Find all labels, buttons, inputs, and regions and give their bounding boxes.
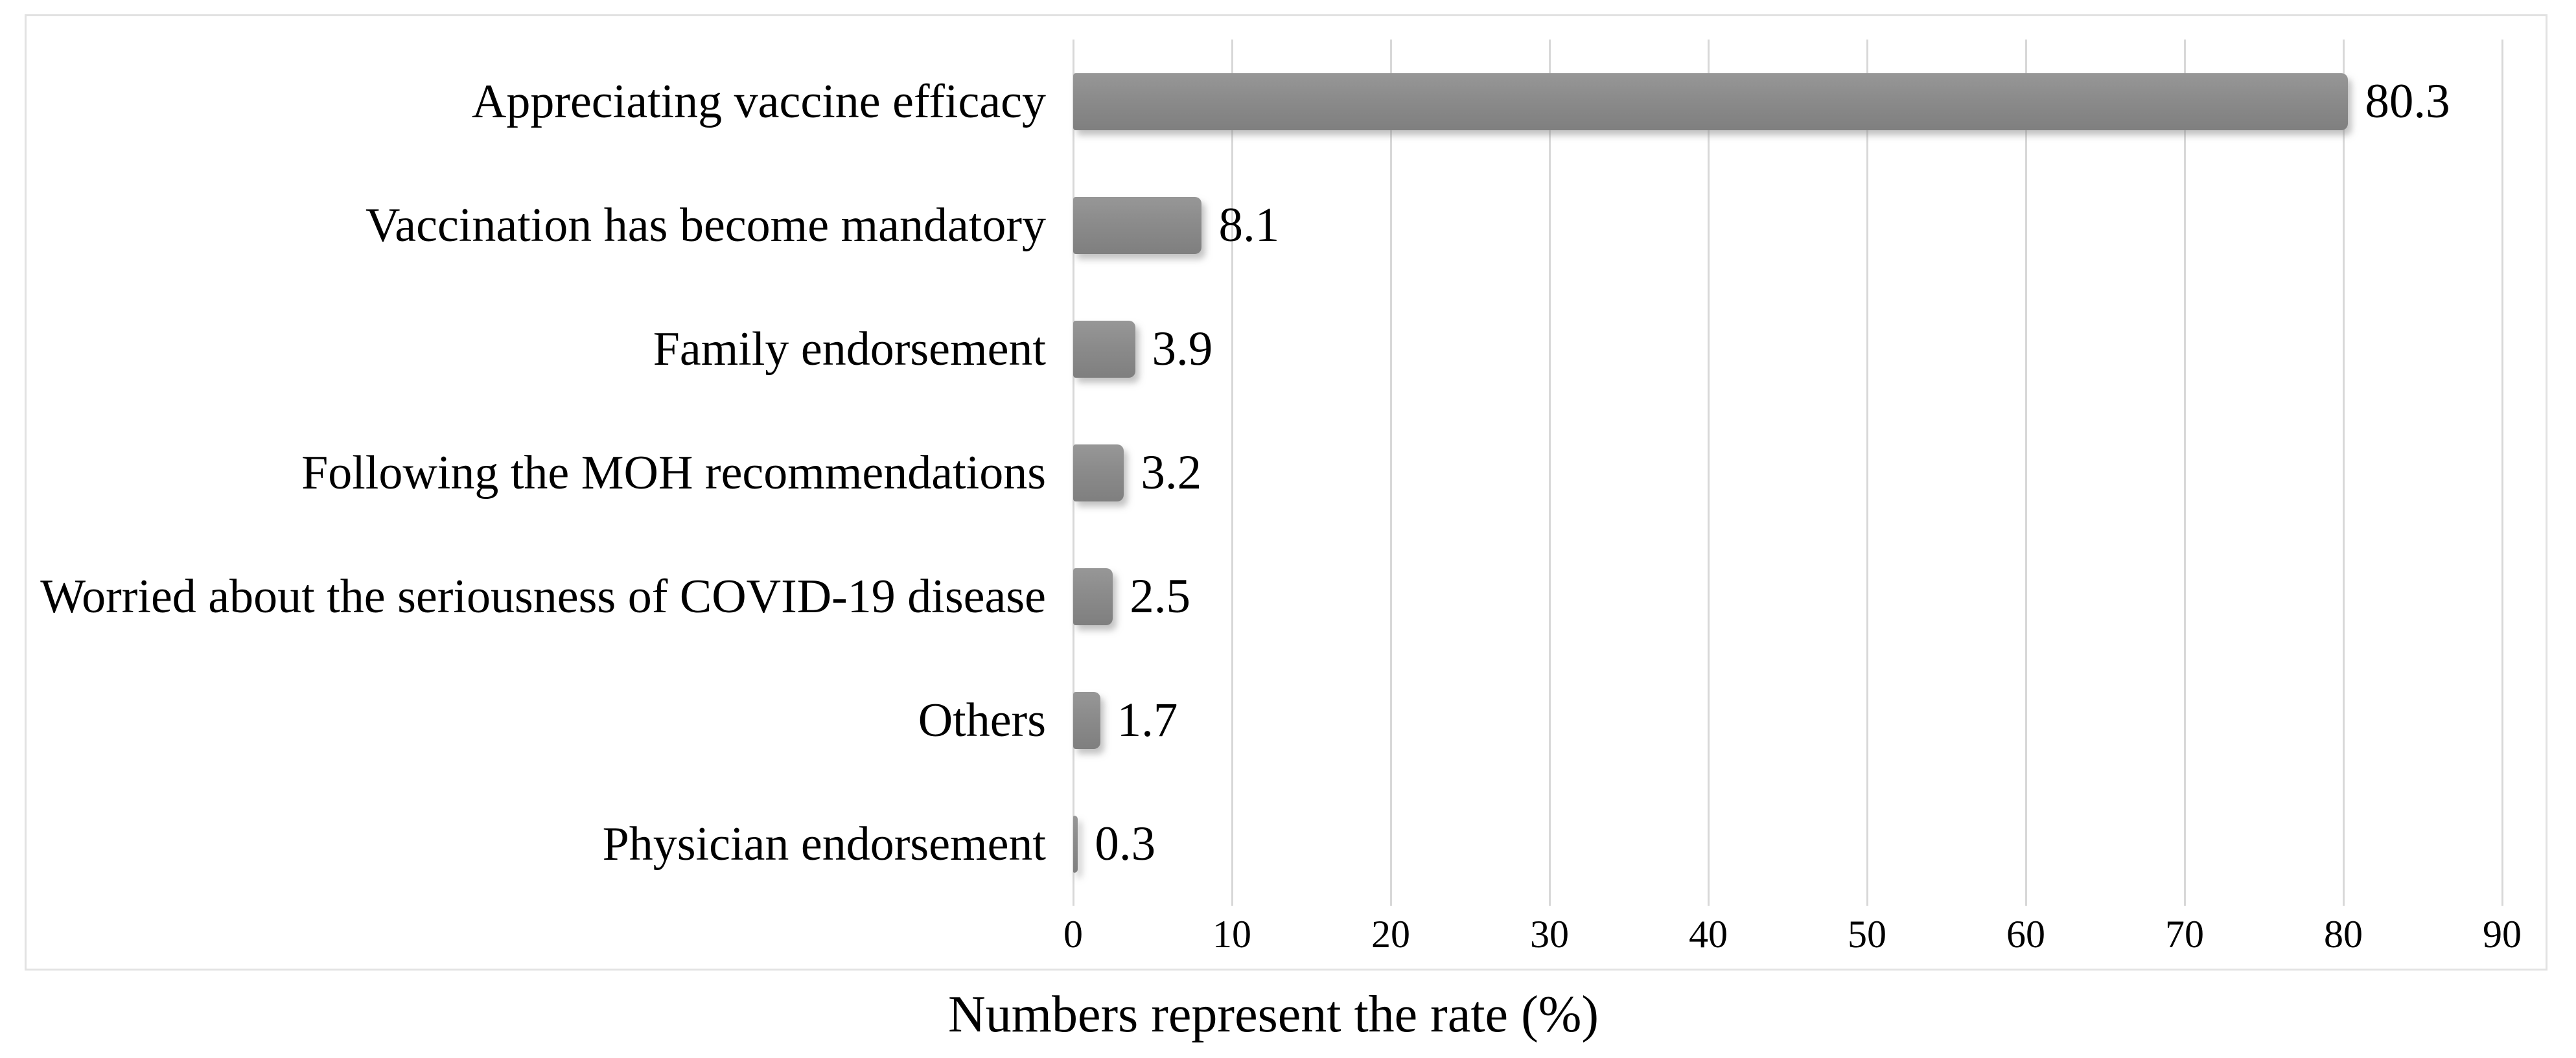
gridline bbox=[2343, 40, 2345, 906]
bar bbox=[1073, 444, 1124, 501]
x-axis-tick-label: 30 bbox=[1530, 913, 1569, 956]
gridline bbox=[2025, 40, 2027, 906]
value-label: 8.1 bbox=[1218, 198, 1280, 252]
category-label: Following the MOH recommendations bbox=[301, 446, 1046, 500]
x-axis-tick-label: 10 bbox=[1213, 913, 1251, 956]
bar bbox=[1073, 73, 2349, 130]
x-axis-tick-label: 80 bbox=[2324, 913, 2363, 956]
category-label: Physician endorsement bbox=[602, 817, 1046, 871]
chart-caption: Numbers represent the rate (%) bbox=[948, 986, 1599, 1043]
gridline bbox=[2501, 40, 2503, 906]
value-label: 2.5 bbox=[1130, 569, 1190, 623]
bar bbox=[1073, 196, 1202, 254]
gridline bbox=[1866, 40, 1868, 906]
gridline bbox=[1231, 40, 1233, 906]
x-axis-tick-label: 70 bbox=[2165, 913, 2204, 956]
bar bbox=[1073, 691, 1100, 749]
bar bbox=[1073, 568, 1113, 625]
category-label: Worried about the seriousness of COVID-1… bbox=[40, 569, 1046, 623]
gridline bbox=[1549, 40, 1551, 906]
value-label: 80.3 bbox=[2365, 74, 2450, 128]
value-label: 1.7 bbox=[1117, 693, 1178, 747]
x-axis-tick-label: 50 bbox=[1848, 913, 1886, 956]
category-label: Appreciating vaccine efficacy bbox=[471, 75, 1046, 128]
bar bbox=[1073, 320, 1135, 378]
gridline bbox=[1390, 40, 1392, 906]
x-axis-tick-label: 90 bbox=[2483, 913, 2522, 956]
x-axis-tick-label: 20 bbox=[1371, 913, 1410, 956]
gridline bbox=[2184, 40, 2186, 906]
value-label: 3.2 bbox=[1141, 445, 1202, 500]
category-label: Family endorsement bbox=[653, 322, 1046, 376]
bar bbox=[1073, 815, 1078, 873]
value-label: 3.9 bbox=[1152, 321, 1213, 376]
x-axis-tick-label: 40 bbox=[1689, 913, 1728, 956]
category-label: Vaccination has become mandatory bbox=[366, 198, 1046, 252]
gridline bbox=[1708, 40, 1710, 906]
value-label: 0.3 bbox=[1095, 816, 1156, 871]
x-axis-tick-label: 0 bbox=[1063, 913, 1083, 956]
chart-box: 0 10 20 30 40 50 60 70 80 90 Appreciating vaccine … bbox=[25, 14, 2547, 971]
category-label: Others bbox=[918, 693, 1046, 747]
x-axis-tick-label: 60 bbox=[2006, 913, 2045, 956]
